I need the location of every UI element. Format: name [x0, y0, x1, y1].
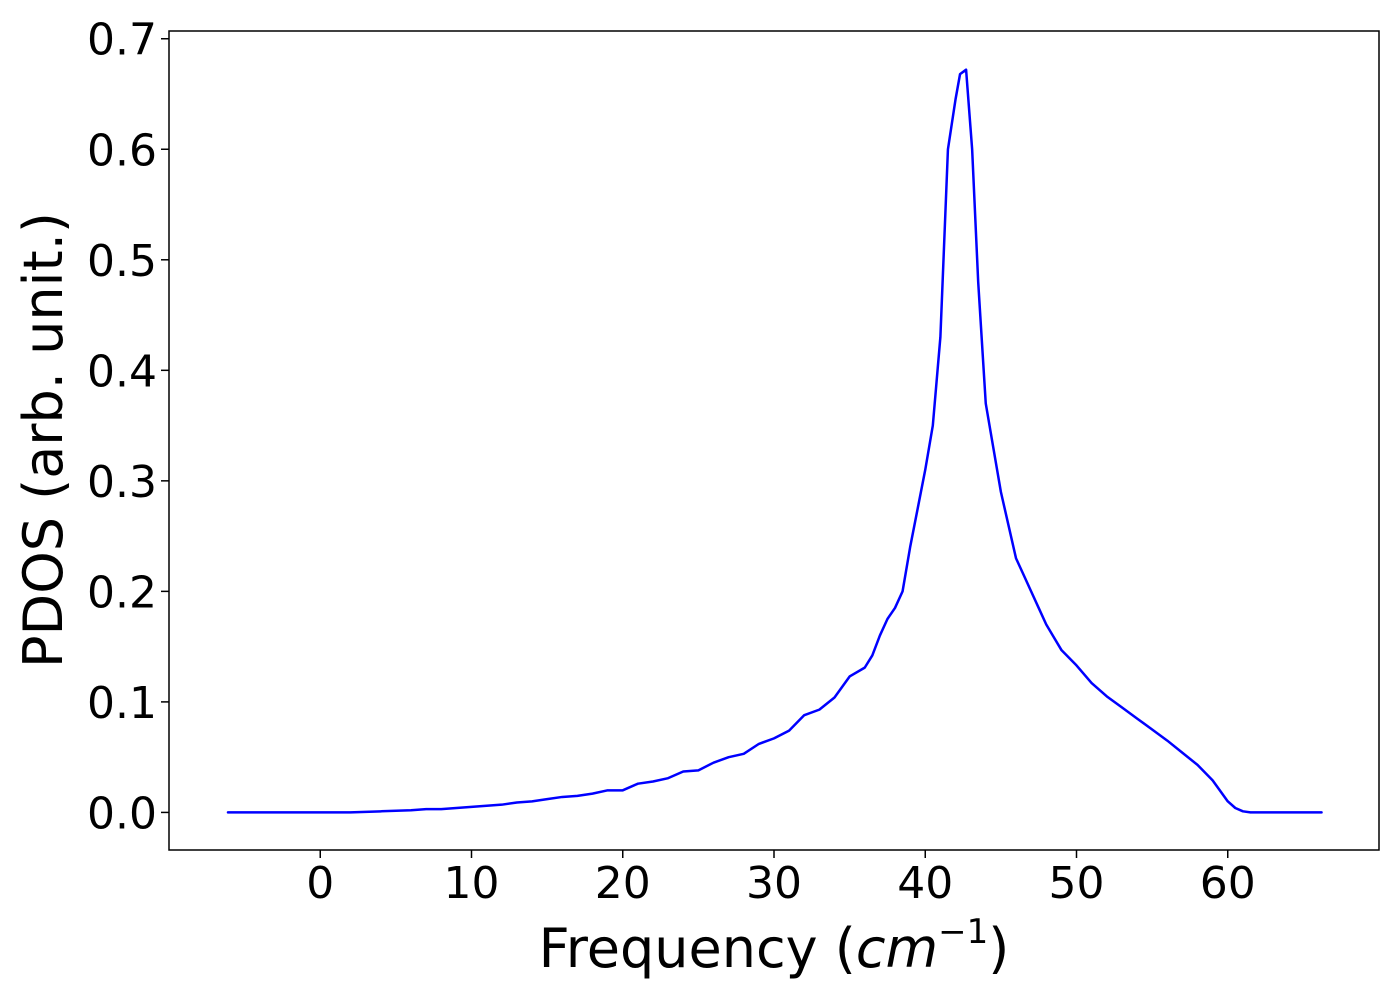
y-tick-label: 0.2 — [87, 567, 157, 618]
plot-frame — [168, 30, 1380, 851]
x-tick-label: 60 — [1200, 858, 1256, 909]
x-tick-label: 20 — [595, 858, 651, 909]
y-tick-label: 0.0 — [87, 788, 157, 839]
x-tick-label: 50 — [1049, 858, 1105, 909]
x-tick-label: 40 — [897, 858, 953, 909]
y-tick-label: 0.3 — [87, 457, 157, 508]
y-tick-label: 0.4 — [87, 346, 157, 397]
y-tick-label: 0.7 — [87, 15, 157, 66]
pdos-line — [226, 68, 1323, 814]
ticks-group: 0 10 20 30 40 50 60 0.0 0.1 0.2 0.3 0.4 0.5 0.6 0.7 — [87, 15, 1256, 909]
y-tick-label: 0.6 — [87, 125, 157, 176]
x-tick-label: 10 — [444, 858, 500, 909]
y-axis-title: PDOS (arb. unit.) — [12, 212, 75, 668]
y-tick-label: 0.1 — [87, 678, 157, 729]
x-tick-label: 30 — [746, 858, 802, 909]
x-tick-label: 0 — [306, 858, 334, 909]
x-axis-title: Frequency (cm−1) — [539, 912, 1010, 980]
y-tick-label: 0.5 — [87, 236, 157, 287]
